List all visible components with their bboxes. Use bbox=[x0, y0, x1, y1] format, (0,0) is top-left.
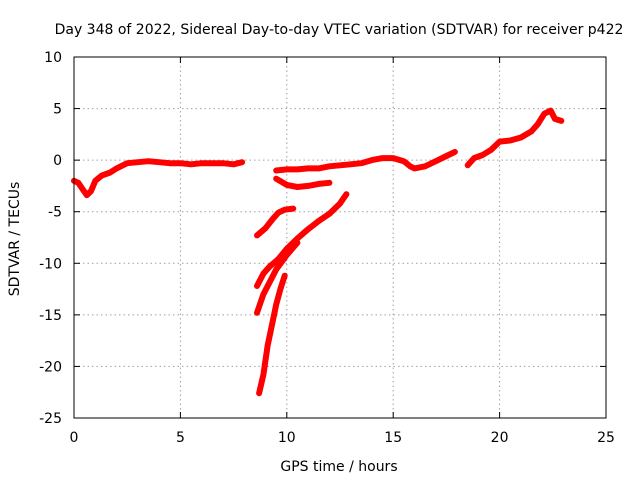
y-tick-label: 5 bbox=[53, 102, 62, 118]
y-tick-label: -20 bbox=[39, 359, 62, 375]
y-tick-label: 10 bbox=[44, 50, 62, 66]
x-tick-label: 25 bbox=[597, 430, 615, 446]
sdtvar-series-3 bbox=[273, 175, 333, 190]
sdtvar-series-5 bbox=[254, 191, 350, 289]
x-tick-label: 15 bbox=[384, 430, 402, 446]
y-tick-label: -5 bbox=[48, 205, 62, 221]
y-axis-label: SDTVAR / TECUs bbox=[7, 182, 23, 297]
tick-marks bbox=[73, 56, 607, 419]
x-tick-label: 0 bbox=[70, 430, 79, 446]
x-tick-label: 5 bbox=[176, 430, 185, 446]
series-layer bbox=[71, 107, 565, 397]
x-tick-labels: 0 5 10 15 20 25 bbox=[70, 430, 615, 446]
x-tick-label: 20 bbox=[491, 430, 509, 446]
sdtvar-series-8 bbox=[464, 107, 565, 169]
y-tick-label: 0 bbox=[53, 153, 62, 169]
y-tick-label: -10 bbox=[39, 256, 62, 272]
sdtvar-series-1 bbox=[71, 158, 246, 199]
x-tick-label: 10 bbox=[278, 430, 296, 446]
sdtvar-series-6 bbox=[254, 239, 301, 316]
grid-lines bbox=[74, 57, 606, 418]
sdtvar-series-2 bbox=[273, 148, 458, 174]
sdtvar-series-4 bbox=[254, 205, 297, 239]
sdtvar-series-7 bbox=[256, 272, 288, 397]
x-axis-label: GPS time / hours bbox=[280, 459, 397, 475]
chart-title: Day 348 of 2022, Sidereal Day-to-day VTE… bbox=[55, 22, 624, 38]
y-tick-labels: -25 -20 -15 -10 -5 0 5 10 bbox=[39, 50, 62, 427]
plot-frame bbox=[73, 56, 607, 419]
y-tick-label: -25 bbox=[39, 411, 62, 427]
y-tick-label: -15 bbox=[39, 308, 62, 324]
